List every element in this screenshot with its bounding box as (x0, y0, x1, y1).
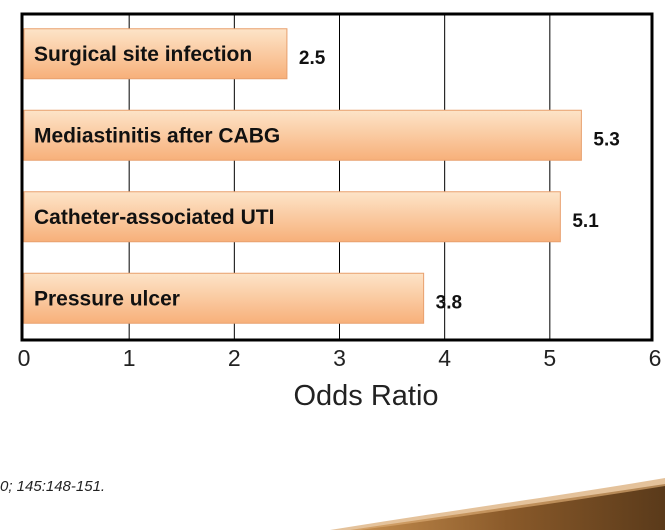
bar-value-label: 2.5 (299, 48, 326, 69)
decorative-swoosh-highlight (330, 478, 665, 530)
bar (23, 109, 582, 161)
bar-category-label: Surgical site infection (34, 43, 252, 66)
plot-frame (20, 12, 654, 342)
bar-category-label: Mediastinitis after CABG (34, 124, 280, 147)
bar (23, 28, 288, 80)
bar (23, 272, 425, 324)
x-tick-label: 2 (228, 345, 241, 371)
x-tick-label: 0 (18, 345, 31, 371)
bar-category-label: Catheter-associated UTI (34, 206, 274, 229)
x-tick-label: 4 (438, 345, 451, 371)
x-tick-label: 5 (543, 345, 556, 371)
x-axis-title: Odds Ratio (293, 380, 438, 412)
x-tick-label: 3 (333, 345, 346, 371)
bar-value-label: 3.8 (436, 292, 462, 313)
bar-value-label: 5.3 (593, 129, 619, 150)
bar (23, 191, 561, 243)
x-tick-label: 1 (123, 345, 136, 371)
citation-text: 0; 145:148-151. (0, 478, 105, 495)
x-tick-label: 6 (649, 345, 662, 371)
bar-value-label: 5.1 (572, 211, 599, 232)
bars: Surgical site infection 2.5 Mediastinitis … (23, 28, 620, 324)
bar-category-label: Pressure ulcer (34, 287, 180, 310)
x-axis-ticks: 0 1 2 3 4 5 6 (18, 345, 662, 371)
